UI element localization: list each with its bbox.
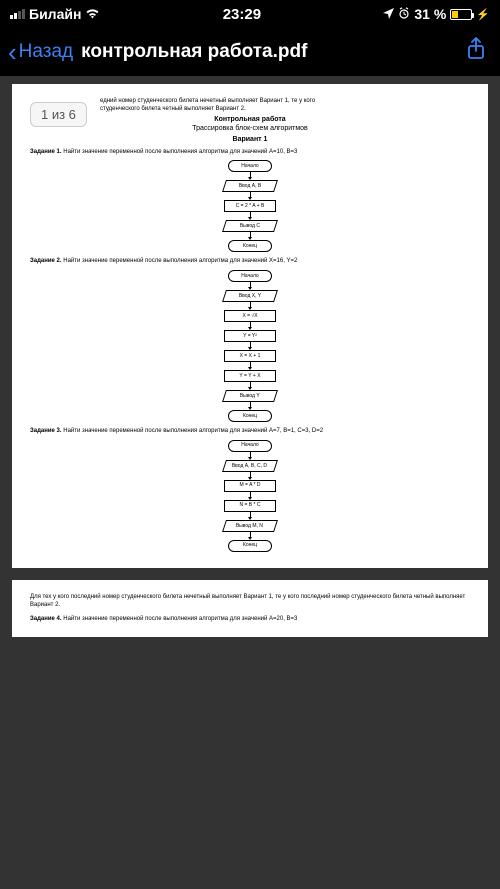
status-left: Билайн [10, 6, 100, 22]
intro-line2: студенческого билета четный выполняет Ва… [100, 106, 246, 112]
flow-io: Вывод Y [222, 390, 278, 402]
pdf-page-2: Для тех у кого последний номер студенчес… [12, 580, 488, 637]
charging-icon: ⚡ [476, 8, 490, 21]
task-1-text: Найти значение переменной после выполнен… [63, 149, 297, 155]
task-2: Задание 2. Найти значение переменной пос… [30, 258, 470, 266]
flow-process: M = A * D [224, 480, 276, 492]
flow-terminator: Начало [228, 160, 272, 172]
back-chevron-icon[interactable]: ‹ [8, 37, 17, 68]
variant-label: Вариант 1 [30, 136, 470, 143]
signal-icon [10, 9, 25, 19]
share-button[interactable] [460, 37, 492, 67]
battery-pct: 31 % [414, 6, 446, 22]
task-3-label: Задание 3. [30, 428, 62, 434]
page2-intro: Для тех у кого последний номер студенчес… [30, 594, 470, 610]
task-4-text: Найти значение переменной после выполнен… [63, 616, 297, 622]
flow-terminator: Начало [228, 270, 272, 282]
flow-process: Y = Y + X [224, 370, 276, 382]
task-2-label: Задание 2. [30, 258, 62, 264]
task-1-label: Задание 1. [30, 149, 62, 155]
battery-icon [450, 9, 472, 20]
flow-io: Вывод M, N [222, 520, 278, 532]
flow-process: X = √X [224, 310, 276, 322]
flow-io: Ввод A, B, C, D [222, 460, 278, 472]
doc-subtitle: Трассировка блок-схем алгоритмов [30, 125, 470, 132]
flow-process: C = 2 * A + B [224, 200, 276, 212]
flowchart-3: Начало Ввод A, B, C, D M = A * D N = B *… [30, 440, 470, 552]
task-4: Задание 4. Найти значение переменной пос… [30, 616, 470, 624]
alarm-icon [398, 7, 410, 22]
status-time: 23:29 [223, 6, 261, 23]
document-title: контрольная работа.pdf [81, 41, 460, 63]
flow-process: X = X + 1 [224, 350, 276, 362]
flowchart-1: Начало Ввод A, B C = 2 * A + B Вывод C К… [30, 160, 470, 252]
flow-process: Y = Y² [224, 330, 276, 342]
flow-terminator: Конец [228, 540, 272, 552]
intro-line1: едний номер студенческого билета нечетны… [100, 98, 315, 104]
flowchart-2: Начало Ввод X, Y X = √X Y = Y² X = X + 1… [30, 270, 470, 422]
pdf-viewport[interactable]: 1 из 6 едний номер студенческого билета … [0, 76, 500, 889]
flow-io: Ввод X, Y [222, 290, 278, 302]
back-button[interactable]: Назад [19, 41, 73, 63]
nav-bar: ‹ Назад контрольная работа.pdf [0, 28, 500, 76]
flow-terminator: Конец [228, 410, 272, 422]
flow-terminator: Конец [228, 240, 272, 252]
task-3-text: Найти значение переменной после выполнен… [63, 428, 323, 434]
status-bar: Билайн 23:29 31 % ⚡ [0, 0, 500, 28]
flow-process: N = B * C [224, 500, 276, 512]
task-3: Задание 3. Найти значение переменной пос… [30, 428, 470, 436]
pdf-page-1: 1 из 6 едний номер студенческого билета … [12, 84, 488, 568]
doc-title: Контрольная работа [30, 116, 470, 123]
intro-text: едний номер студенческого билета нечетны… [100, 98, 470, 114]
page-counter-badge: 1 из 6 [30, 102, 87, 127]
location-icon [383, 7, 394, 22]
wifi-icon [85, 7, 100, 22]
flow-io: Вывод C [222, 220, 278, 232]
task-2-text: Найти значение переменной после выполнен… [63, 258, 297, 264]
status-right: 31 % ⚡ [383, 6, 490, 22]
carrier-label: Билайн [29, 6, 81, 22]
flow-io: Ввод A, B [222, 180, 278, 192]
flow-terminator: Начало [228, 440, 272, 452]
task-4-label: Задание 4. [30, 616, 62, 622]
task-1: Задание 1. Найти значение переменной пос… [30, 149, 470, 157]
